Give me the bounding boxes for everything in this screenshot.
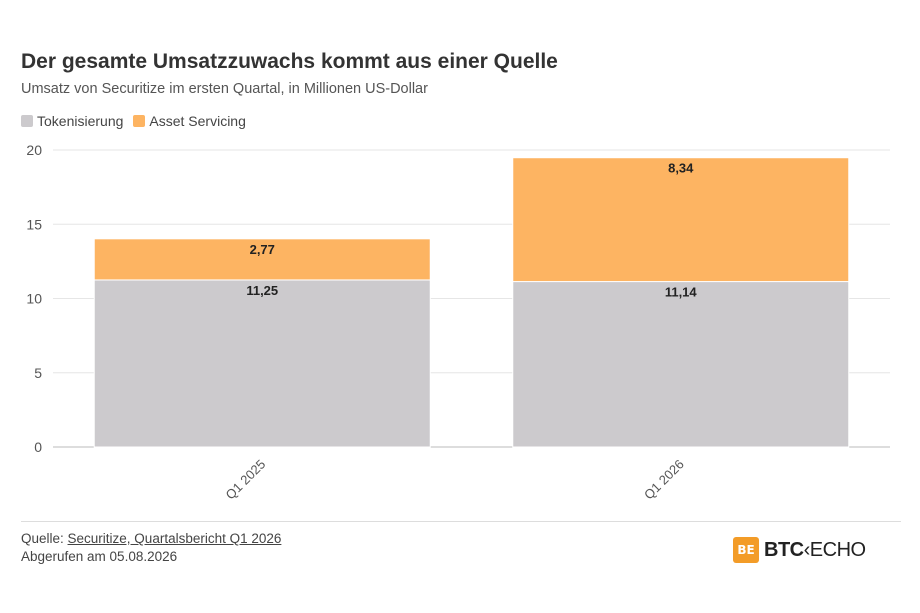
x-tick-label-2: Q1 2026 [641, 457, 687, 503]
bar-tokenisierung-1 [93, 279, 431, 448]
brand-name-part2: ECHO [809, 538, 866, 561]
chart-subtitle: Umsatz von Securitize im ersten Quartal,… [21, 81, 428, 97]
retrieved-date: Abgerufen am 05.08.2026 [21, 549, 178, 564]
chart-title: Der gesamte Umsatzzuwachs kommt aus eine… [21, 50, 558, 73]
stacked-bar-chart: 0 5 10 15 20 11,25 2,77 Q1 2025 11,14 8,34 Q1 2026 [26, 142, 890, 503]
legend-swatch-tokenisierung [21, 115, 33, 127]
y-tick-label-0: 0 [34, 439, 42, 455]
bar-asset-servicing-1 [93, 238, 431, 281]
bar-tokenisierung-2 [512, 281, 850, 448]
data-label-tokenisierung-1: 11,25 [246, 283, 278, 298]
legend-swatch-asset-servicing [133, 115, 146, 127]
source-link[interactable]: Securitize, Quartalsbericht Q1 2026 [67, 531, 282, 546]
data-label-asset-servicing-1: 2,77 [250, 242, 275, 257]
legend-item-asset-servicing[interactable]: Asset Servicing [133, 113, 246, 129]
bar-asset-servicing-2 [512, 157, 850, 283]
y-tick-label-15: 15 [26, 216, 42, 232]
brand-arrow-icon: ‹ [803, 538, 811, 561]
x-tick-label-1: Q1 2025 [222, 457, 268, 503]
brand-logo: BE BTC‹ECHO [733, 537, 866, 563]
y-tick-label-20: 20 [26, 142, 42, 158]
footer-divider [21, 521, 901, 522]
legend-label-asset-servicing: Asset Servicing [149, 113, 246, 129]
brand-mark-icon: BE [733, 537, 759, 563]
brand-name-part1: BTC [764, 538, 804, 561]
data-label-asset-servicing-2: 8,34 [668, 161, 694, 176]
brand-name: BTC‹ECHO [764, 539, 866, 562]
data-label-tokenisierung-2: 11,14 [665, 285, 698, 300]
legend-item-tokenisierung[interactable]: Tokenisierung [21, 113, 123, 129]
source-line: Quelle: Securitize, Quartalsbericht Q1 2… [21, 531, 281, 546]
legend: Tokenisierung Asset Servicing [21, 113, 246, 129]
source-prefix: Quelle: [21, 531, 68, 546]
legend-label-tokenisierung: Tokenisierung [37, 113, 124, 129]
y-tick-label-5: 5 [34, 365, 42, 381]
y-tick-label-10: 10 [26, 291, 42, 307]
